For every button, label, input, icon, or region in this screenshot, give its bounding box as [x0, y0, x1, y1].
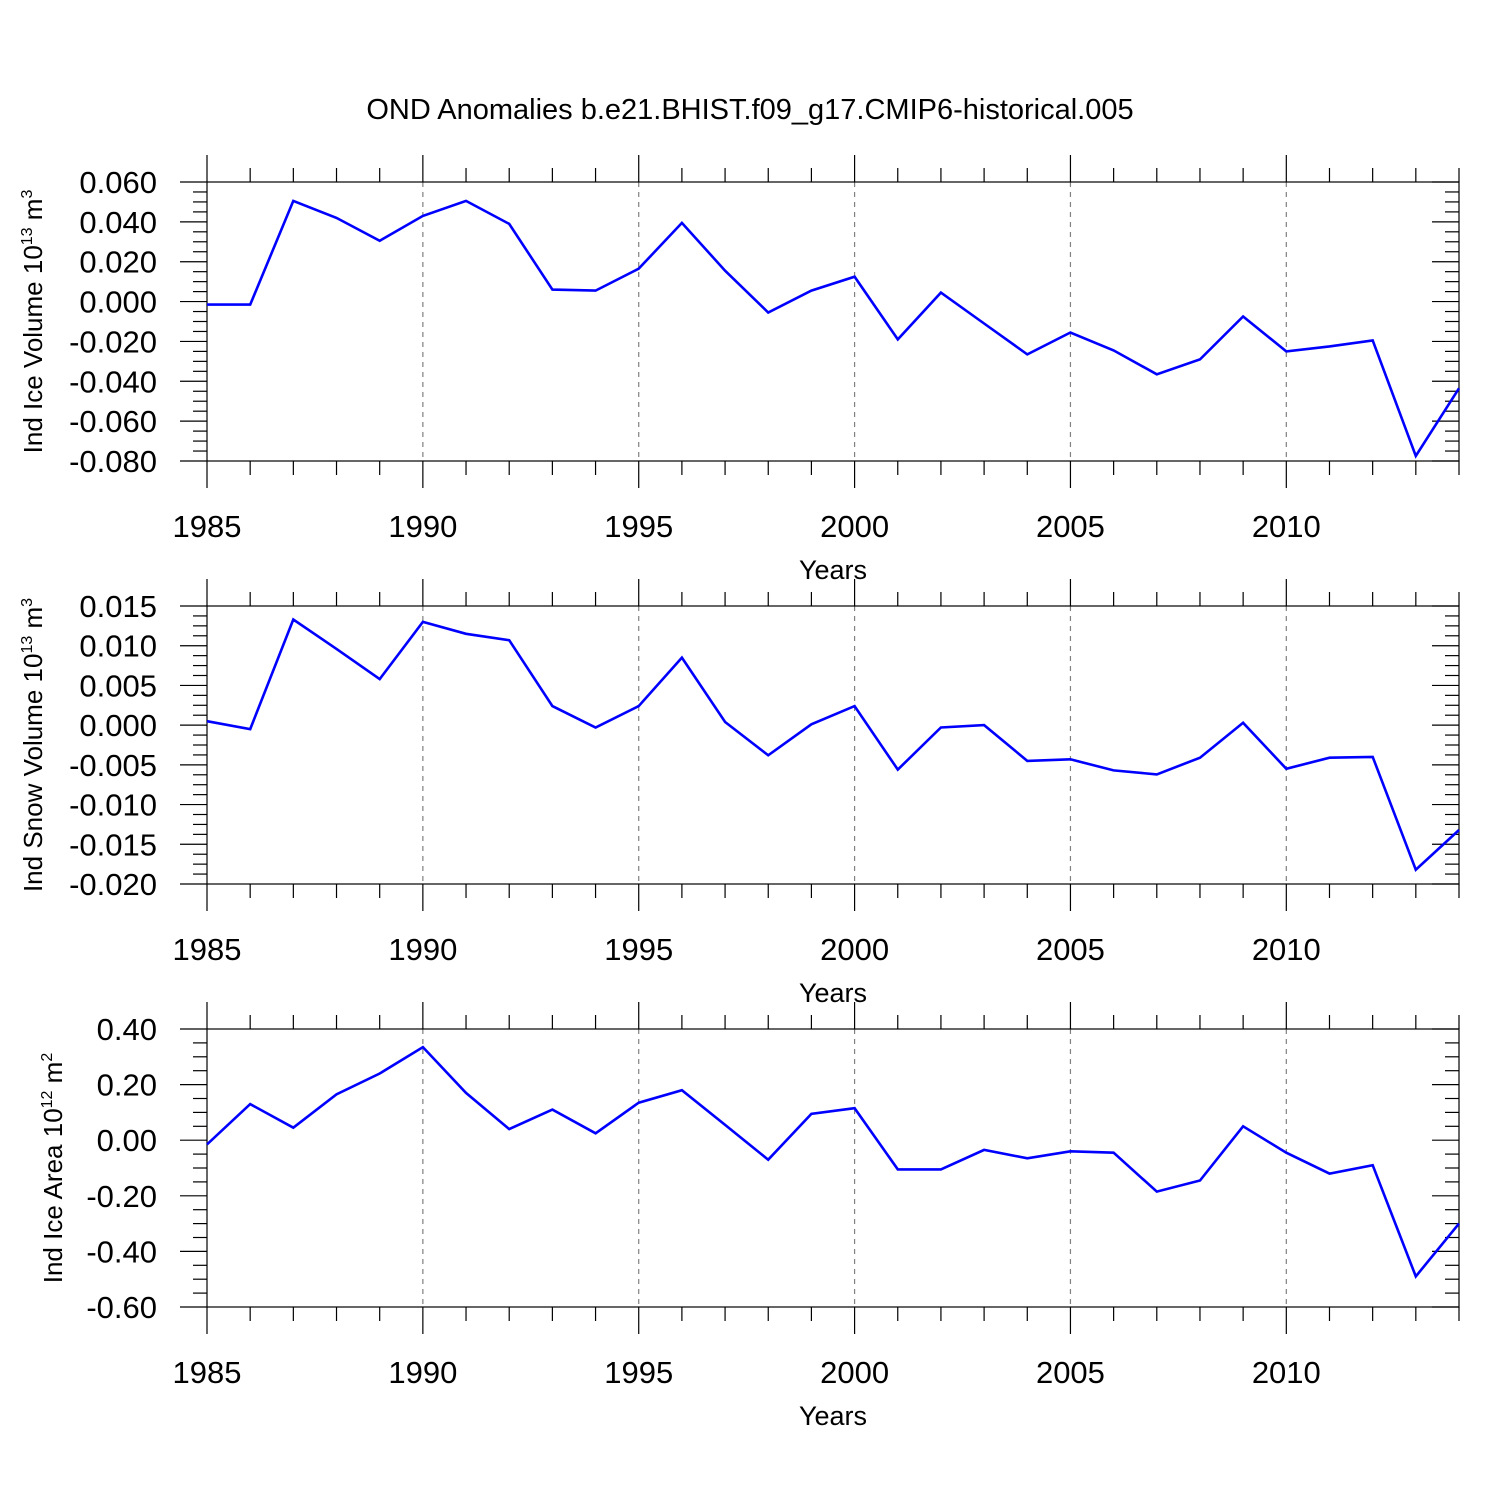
chart-panel-2: 1985 1990 1995 2000 2005 2010 0.015 0.010 0.005 0…	[18, 579, 1460, 1008]
y-axis-label-ylabel: Ind Snow Volume 10	[18, 654, 48, 893]
x-tick-label: 1990	[388, 1355, 457, 1390]
y-tick-label: -0.080	[69, 444, 157, 479]
y-axis-label-ylabel-unit: m	[18, 607, 48, 636]
y-tick-label: -0.040	[69, 364, 157, 399]
x-tick-label: 2010	[1252, 932, 1321, 967]
chart-title: OND Anomalies b.e21.BHIST.f09_g17.CMIP6-…	[366, 94, 1133, 126]
y-axis-label: Ind Ice Volume 1013 m3	[18, 190, 48, 454]
y-tick-label: -0.015	[69, 827, 157, 862]
y-tick-label: 0.010	[79, 629, 157, 664]
y-tick-label: 0.40	[97, 1012, 157, 1047]
panels-group: 1985 1990 1995 2000 2005 2010 0.060 0.040 0.020 0…	[18, 155, 1461, 1431]
x-axis-label: Years	[799, 555, 867, 585]
y-tick-label: 0.20	[97, 1068, 157, 1103]
y-axis-label-ylabel-unit-exp: 3	[19, 190, 36, 199]
x-tick-label: 2000	[820, 1355, 889, 1390]
x-tick-label: 2010	[1252, 509, 1321, 544]
chart-panel-3: 1985 1990 1995 2000 2005 2010 0.40 0.20 0.00 -0.2…	[38, 1002, 1461, 1431]
series-line	[206, 1045, 1461, 1279]
x-tick-label: 2005	[1036, 1355, 1105, 1390]
x-tick-label: 2000	[820, 509, 889, 544]
y-tick-label: -0.005	[69, 748, 157, 783]
y-tick-label: -0.60	[86, 1290, 157, 1325]
plot-frame	[206, 181, 1460, 462]
y-tick-label: 0.040	[79, 205, 157, 240]
y-tick-label: 0.060	[79, 165, 157, 200]
y-axis-label-ylabel-unit-exp: 3	[19, 598, 36, 607]
x-tick-label: 1990	[388, 509, 457, 544]
y-axis-label-ylabel-unit: m	[18, 199, 48, 228]
y-tick-label: -0.010	[69, 788, 157, 823]
y-tick-label: 0.020	[79, 245, 157, 280]
plot-frame	[206, 605, 1460, 885]
x-tick-label: 2005	[1036, 932, 1105, 967]
plot-frame	[206, 1028, 1460, 1308]
y-axis-label: Ind Snow Volume 1013 m3	[18, 598, 48, 892]
y-axis-label-ylabel-unit-exp: 2	[39, 1053, 56, 1062]
x-tick-label: 1985	[173, 1355, 242, 1390]
x-tick-label: 1985	[173, 509, 242, 544]
x-tick-label: 2005	[1036, 509, 1105, 544]
x-tick-label: 2000	[820, 932, 889, 967]
y-tick-label: -0.020	[69, 324, 157, 359]
y-tick-label: 0.005	[79, 668, 157, 703]
y-tick-label: 0.00	[97, 1123, 157, 1158]
chart-panel-1: 1985 1990 1995 2000 2005 2010 0.060 0.040 0.020 0…	[18, 155, 1461, 585]
y-axis-label-ylabel: Ind Ice Volume 10	[18, 245, 48, 453]
x-tick-label: 1990	[388, 932, 457, 967]
y-axis-label: Ind Ice Area 1012 m2	[38, 1053, 68, 1284]
y-axis-label-ylabel: Ind Ice Area 10	[38, 1108, 68, 1283]
series-line	[207, 199, 1461, 459]
y-axis-label-ylabel-exp: 13	[19, 227, 36, 245]
y-tick-label: -0.40	[86, 1234, 157, 1269]
series-line	[206, 617, 1460, 872]
x-tick-label: 1985	[173, 932, 242, 967]
y-tick-label: 0.000	[79, 285, 157, 320]
y-tick-label: -0.060	[69, 404, 157, 439]
y-tick-label: -0.020	[69, 867, 157, 902]
y-axis-label-ylabel-exp: 12	[39, 1090, 56, 1108]
x-tick-label: 1995	[604, 509, 673, 544]
x-axis-label: Years	[799, 978, 867, 1008]
y-axis-label-ylabel-exp: 13	[19, 636, 36, 654]
x-tick-label: 1995	[604, 932, 673, 967]
x-axis-label: Years	[799, 1401, 867, 1431]
y-axis-label-ylabel-unit: m	[38, 1062, 68, 1091]
x-tick-label: 1995	[604, 1355, 673, 1390]
x-tick-label: 2010	[1252, 1355, 1321, 1390]
y-tick-label: 0.000	[79, 708, 157, 743]
y-tick-label: 0.015	[79, 589, 157, 624]
y-tick-label: -0.20	[86, 1179, 157, 1214]
